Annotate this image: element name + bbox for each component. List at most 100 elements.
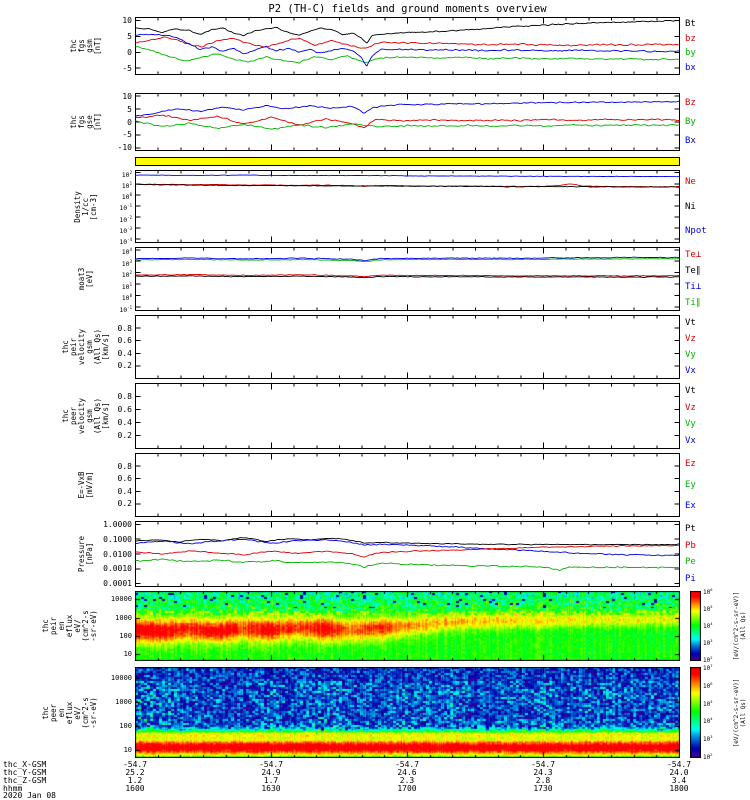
ytick-label: 10 [123, 745, 132, 754]
ytick-label: 10 [122, 16, 132, 26]
ytick-label: 10-4 [119, 236, 132, 246]
ytick-label: 101 [121, 181, 132, 191]
ytick-label: 10-2 [119, 214, 132, 224]
series-bx [135, 33, 680, 67]
ytick-label: 104 [121, 247, 132, 257]
ylabel-fgs_gse: thc fgs gse [nT] [69, 112, 102, 132]
footer-value: 1.2 [127, 776, 143, 785]
legend-Vz: Vz [685, 334, 696, 344]
ytick-label: 0.2 [117, 431, 132, 440]
ytick-label: 0.8 [117, 392, 132, 401]
ytick-label: 10 [122, 91, 132, 101]
colorbar-tick: 106 [703, 588, 713, 596]
legend-Ex: Ex [685, 501, 696, 512]
footer-value: 24.6 [397, 768, 417, 777]
ytick-label: 0.4 [117, 348, 132, 358]
series-Ti_par [135, 257, 680, 262]
legend-Vy: Vy [685, 350, 696, 360]
panel-pressure [135, 521, 680, 587]
ytick-label: 0.6 [117, 405, 132, 414]
ytick-label: -5 [122, 63, 132, 73]
footer-value: -54.7 [258, 760, 284, 769]
panel-peir_spec [135, 591, 680, 661]
ytick-label: 0.4 [117, 486, 132, 496]
legend-Ne: Ne [685, 177, 696, 188]
ytick-label: 10 [123, 649, 132, 658]
ylabel-efield: E=-VxB [mV/m] [77, 471, 94, 499]
series-by [135, 46, 680, 64]
panel-peer_velocity [135, 383, 680, 449]
legend-bx: bx [685, 62, 696, 73]
footer-value: 24.3 [533, 768, 553, 777]
footer-value: 24.9 [261, 768, 281, 777]
footer-row-label-thc_Y-GSM: thc_Y-GSM [3, 768, 47, 777]
footer-value: 1600 [125, 784, 145, 793]
colorbar-peir_spec [690, 591, 701, 661]
series-bz [135, 36, 680, 49]
colorbar-unit-label: [eV/(cm^2-s-sr-eV)] (All Qs) [733, 678, 747, 747]
legend-Te∥: Te∥ [685, 266, 701, 276]
legend-Bz: Bz [685, 97, 696, 108]
ytick-label: 102 [121, 170, 132, 180]
legend-Ni: Ni [685, 201, 696, 212]
footer-value: 2.8 [535, 776, 551, 785]
ytick-label: 100 [119, 721, 132, 730]
ylabel-fgs_gsm: thc fgs gsm [nT] [69, 36, 102, 56]
colorbar-tick: 104 [703, 717, 713, 726]
panel-border [135, 17, 680, 75]
footer-value: 24.0 [669, 768, 689, 777]
ytick-label: 10-1 [119, 304, 132, 314]
footer-value: 1700 [397, 784, 417, 793]
legend-by: by [685, 48, 696, 59]
ytick-label: 101 [121, 281, 132, 291]
footer-value: 2.3 [399, 776, 415, 785]
footer-value: 1730 [533, 784, 553, 793]
legend-Vx: Vx [685, 366, 696, 376]
legend-Vt: Vt [685, 386, 696, 397]
series-Npot [135, 174, 680, 178]
legend-Ey: Ey [685, 480, 696, 490]
series-Ti_perp [135, 256, 680, 262]
ytick-label: 0.0001 [103, 579, 132, 589]
ylabel-peir_velocity: thc peir velocity gsm (All Qs) [km/s] [61, 328, 110, 366]
legend-Bt: Bt [685, 19, 696, 30]
footer-value: 1630 [261, 784, 281, 793]
legend-Te⊥: Te⊥ [685, 250, 702, 260]
legend-Pe: Pe [685, 557, 696, 568]
colorbar-tick: 107 [703, 664, 713, 672]
ytick-label: 103 [121, 258, 132, 268]
series-Te_perp [135, 273, 680, 278]
legend-Pt: Pt [685, 524, 696, 535]
ytick-label: 0.1000 [103, 534, 132, 544]
panel-border [135, 315, 680, 379]
ylabel-peir_spec: thc peir en eflux eV/ (cm^2-s -sr-eV) [41, 610, 98, 642]
series-Pb [135, 544, 680, 558]
legend-Npot: Npot [685, 225, 707, 236]
ytick-label: 0.0100 [103, 549, 132, 559]
legend-Ti⊥: Ti⊥ [685, 282, 702, 292]
panel-border [135, 247, 680, 311]
colorbar-peer_spec [690, 667, 701, 758]
ytick-label: 0.6 [117, 336, 132, 346]
ylabel-peer_spec: thc peer en eflux eV/ (cm^2-s -sr-eV) [41, 696, 98, 729]
ylabel-pressure: Pressure [nPa] [77, 535, 94, 573]
footer-value: 1.7 [263, 776, 279, 785]
panel-border [135, 170, 680, 243]
footer-row-label-thc_Z-GSM: thc_Z-GSM [3, 776, 47, 785]
series-Bt [135, 19, 680, 44]
ytick-label: 100 [119, 631, 132, 640]
legend-bz: bz [685, 33, 696, 44]
colorbar-tick: 102 [703, 656, 713, 664]
ytick-label: 10-1 [119, 203, 132, 213]
legend-Bx: Bx [685, 136, 696, 147]
panel-moments [135, 247, 680, 311]
legend-Pi: Pi [685, 573, 696, 584]
series-Bz [135, 114, 680, 129]
colorbar-tick: 103 [703, 639, 713, 647]
colorbar-tick: 106 [703, 681, 713, 690]
panel-fgs_gse [135, 93, 680, 151]
series-By [135, 120, 680, 130]
roi-flag-bar [135, 157, 680, 166]
series-Pi [135, 538, 680, 557]
